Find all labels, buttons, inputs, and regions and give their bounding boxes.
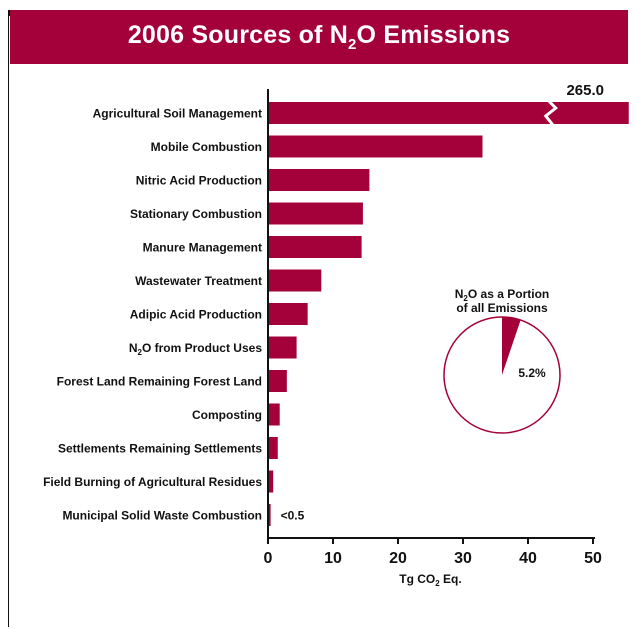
category-label: Forest Land Remaining Forest Land: [57, 375, 262, 389]
category-label: Nitric Acid Production: [136, 174, 262, 188]
bar-settlements-remaining-settlements: [268, 437, 278, 459]
x-tick-label: 50: [584, 550, 602, 567]
category-labels: Agricultural Soil Management Mobile Combu…: [43, 107, 262, 523]
category-label: Manure Management: [143, 241, 262, 255]
x-tick-label: 40: [519, 550, 537, 567]
bar-adipic-acid-production: [268, 303, 308, 325]
bar-nitric-acid-production: [268, 169, 369, 191]
bar-stationary-combustion: [268, 203, 363, 225]
bars-group: [268, 100, 629, 526]
bar-manure-management: [268, 236, 362, 258]
inset-title-line2: of all Emissions: [456, 301, 548, 315]
x-tick-label: 0: [264, 550, 273, 567]
category-label: Composting: [192, 408, 262, 422]
category-label: Adipic Acid Production: [130, 308, 262, 322]
category-label: Settlements Remaining Settlements: [58, 442, 262, 456]
x-tick-label: 30: [454, 550, 472, 567]
x-tick-label: 20: [389, 550, 407, 567]
category-label: Stationary Combustion: [130, 207, 262, 221]
pie-value-label: 5.2%: [518, 366, 546, 380]
x-ticks: 0 10 20 30 40 50: [264, 538, 602, 567]
bar-forest-land-remaining-forest-land: [268, 370, 287, 392]
bar-composting: [268, 404, 280, 426]
bar-wastewater-treatment: [268, 270, 321, 292]
category-label: N2O from Product Uses: [129, 341, 262, 357]
category-label: Agricultural Soil Management: [93, 107, 262, 121]
x-tick-label: 10: [324, 550, 342, 567]
bar-agricultural-soil-management: [268, 102, 629, 124]
bar-n2o-from-product-uses: [268, 337, 297, 359]
category-label: Field Burning of Agricultural Residues: [43, 475, 262, 489]
data-label: 265.0: [566, 82, 604, 99]
category-label: Mobile Combustion: [151, 140, 262, 154]
bar-mobile-combustion: [268, 136, 483, 158]
data-label: <0.5: [281, 509, 305, 523]
x-axis-label: Tg CO2 Eq.: [399, 572, 461, 588]
category-label: Wastewater Treatment: [135, 274, 262, 288]
category-label: Municipal Solid Waste Combustion: [62, 509, 262, 523]
